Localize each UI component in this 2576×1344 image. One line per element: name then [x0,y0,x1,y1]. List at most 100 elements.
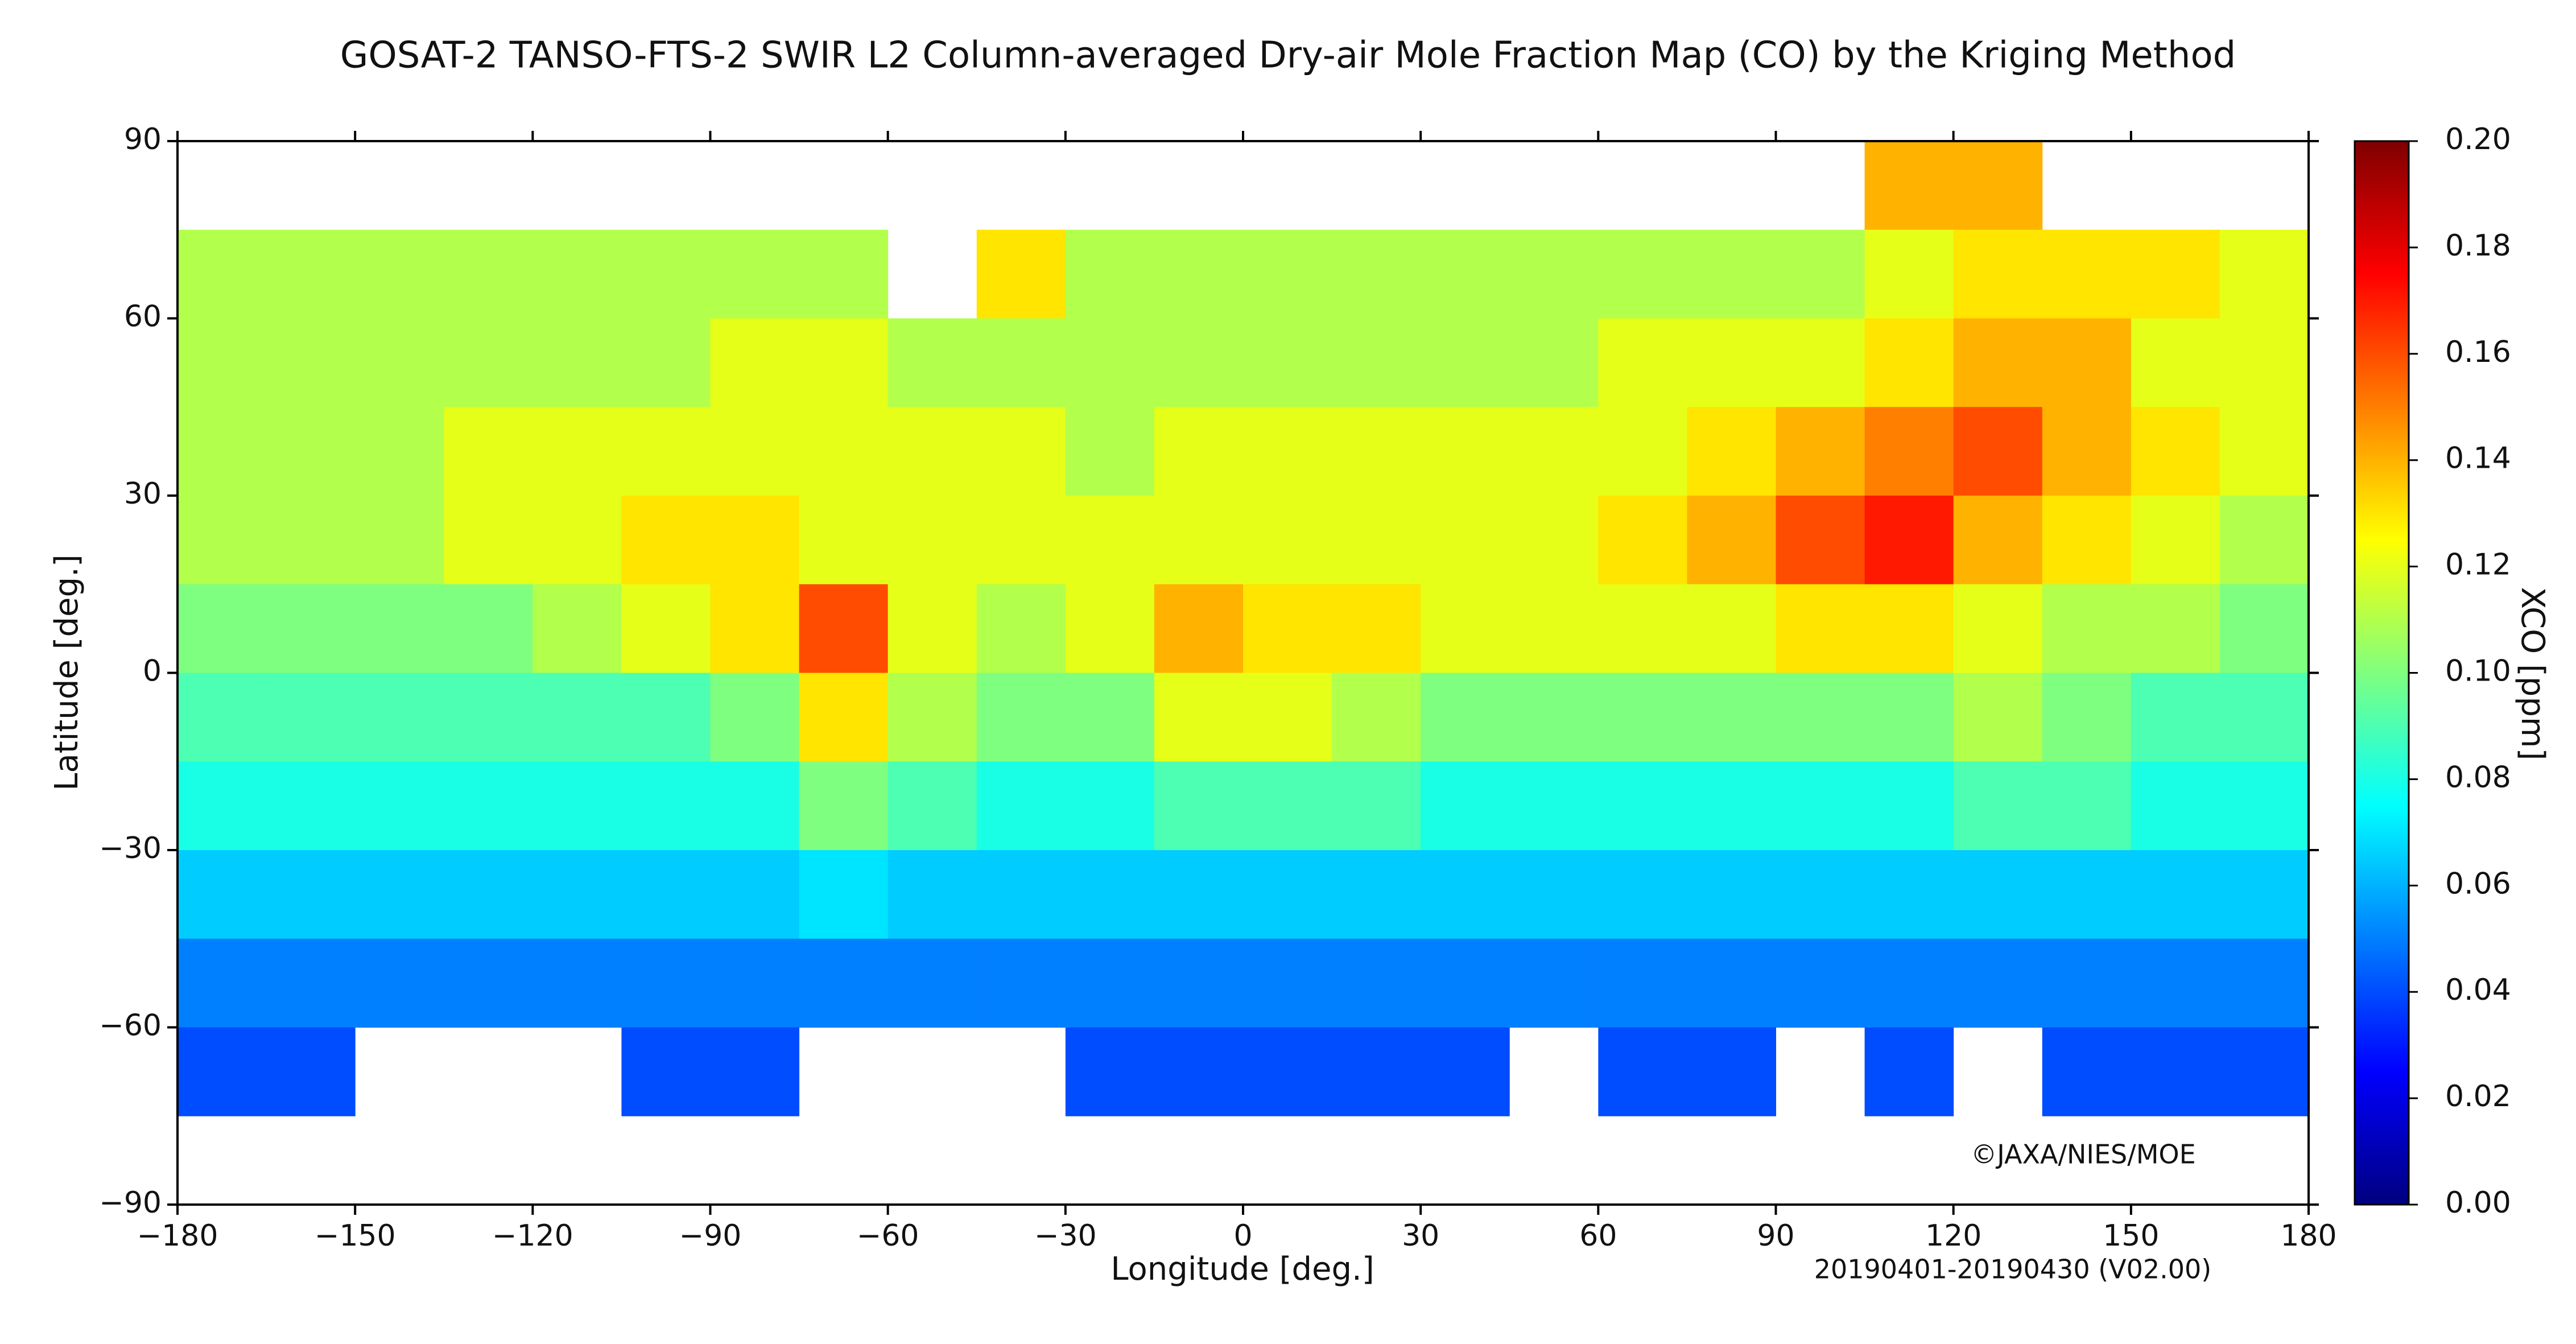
y-tick-label: −60 [99,1009,162,1043]
heatmap-cell [1687,584,1776,673]
heatmap-cell [1065,407,1155,496]
heatmap-cell [1243,318,1332,407]
heatmap-cell [1332,496,1421,585]
colorbar-tick-label: 0.06 [2445,867,2511,901]
heatmap-cell [887,938,977,1028]
heatmap-cell [1243,761,1332,851]
heatmap-cell [355,496,444,585]
heatmap-cell [1598,673,1687,762]
heatmap-cell [177,407,267,496]
heatmap-cell [2219,229,2309,319]
x-tick-label: 30 [1402,1219,1439,1253]
heatmap-cell [532,850,622,939]
colorbar-tick-label: 0.08 [2445,760,2511,794]
heatmap-cell [266,407,356,496]
y-tick-label: 30 [124,477,162,511]
heatmap-cell [355,229,444,319]
y-tick-label: −90 [99,1186,162,1220]
heatmap-cell [887,584,977,673]
x-tick-label: −150 [315,1219,396,1253]
heatmap-cell [266,850,356,939]
heatmap-cell [1065,584,1155,673]
heatmap-cell [1953,407,2043,496]
colorbar-tick-label: 0.12 [2445,548,2511,582]
heatmap-cell [1864,850,1954,939]
chart-title: GOSAT-2 TANSO-FTS-2 SWIR L2 Column-avera… [340,35,2236,77]
heatmap-cell [2219,407,2309,496]
heatmap-cell [2131,318,2220,407]
heatmap-cell [1598,584,1687,673]
x-tick-label: 60 [1579,1219,1617,1253]
heatmap-cell [1243,850,1332,939]
copyright: ©JAXA/NIES/MOE [1971,1139,2195,1170]
heatmap-cell [1243,938,1332,1028]
heatmap-cell [710,761,800,851]
heatmap-cell [2042,761,2132,851]
x-tick-label: −60 [857,1219,919,1253]
heatmap-cell [1953,938,2043,1028]
heatmap-cell [710,496,800,585]
heatmap-cell [1243,584,1332,673]
heatmap-cell [266,318,356,407]
heatmap-cell [1509,761,1599,851]
x-tick-label: −30 [1034,1219,1097,1253]
heatmap-cell [1421,496,1510,585]
heatmap-cell [887,496,977,585]
heatmap-cell [1065,229,1155,319]
heatmap-cell [621,229,711,319]
heatmap-cell [355,584,444,673]
heatmap-cell [2042,584,2132,673]
heatmap-cell [1776,407,1865,496]
heatmap-cell [1864,496,1954,585]
heatmap-cell [1332,850,1421,939]
heatmap-cell [1687,1027,1776,1116]
heatmap-cell [2042,850,2132,939]
heatmap-cell [1864,141,1954,230]
heatmap-cell [1421,407,1510,496]
period-label: 20190401-20190430 (V02.00) [1814,1254,2212,1285]
heatmap-cell [1953,673,2043,762]
heatmap-cell [2131,938,2220,1028]
heatmap-cell [177,673,267,762]
heatmap-cell [710,229,800,319]
y-tick-label: 0 [143,654,162,689]
heatmap-cell [1421,229,1510,319]
heatmap-cell [710,407,800,496]
colorbar-tick-label: 0.00 [2445,1186,2511,1220]
heatmap-cell [444,584,533,673]
heatmap-cell [621,584,711,673]
heatmap-cell [1509,496,1599,585]
heatmap-cell [710,318,800,407]
heatmap-cell [2131,496,2220,585]
heatmap-cell [710,850,800,939]
y-tick-label: 60 [124,300,162,334]
heatmap-cell [1598,496,1687,585]
heatmap-cell [1154,761,1244,851]
heatmap-cell [1687,850,1776,939]
heatmap-cell [1953,584,2043,673]
x-tick-label: 0 [1233,1219,1252,1253]
heatmap-cell [2219,318,2309,407]
heatmap-cell [976,761,1066,851]
heatmap-cell [1154,938,1244,1028]
x-tick-label: 180 [2280,1219,2336,1253]
heatmap-cell [1243,229,1332,319]
heatmap-cell [1332,318,1421,407]
heatmap-cell [2042,938,2132,1028]
heatmap-cell [2131,584,2220,673]
heatmap-cell [1953,496,2043,585]
heatmap-cell [266,938,356,1028]
x-tick-label: 90 [1757,1219,1794,1253]
heatmap-cell [1243,407,1332,496]
heatmap-cell [2042,673,2132,762]
heatmap-cell [799,584,889,673]
heatmap-cell [177,938,267,1028]
colorbar-label: XCO [ppm] [2514,587,2551,761]
heatmap-cell [532,407,622,496]
heatmap-cell [444,496,533,585]
heatmap-cell [1598,938,1687,1028]
heatmap-cell [1598,318,1687,407]
heatmap-cell [532,761,622,851]
heatmap-cell [621,407,711,496]
heatmap-cell [1332,407,1421,496]
